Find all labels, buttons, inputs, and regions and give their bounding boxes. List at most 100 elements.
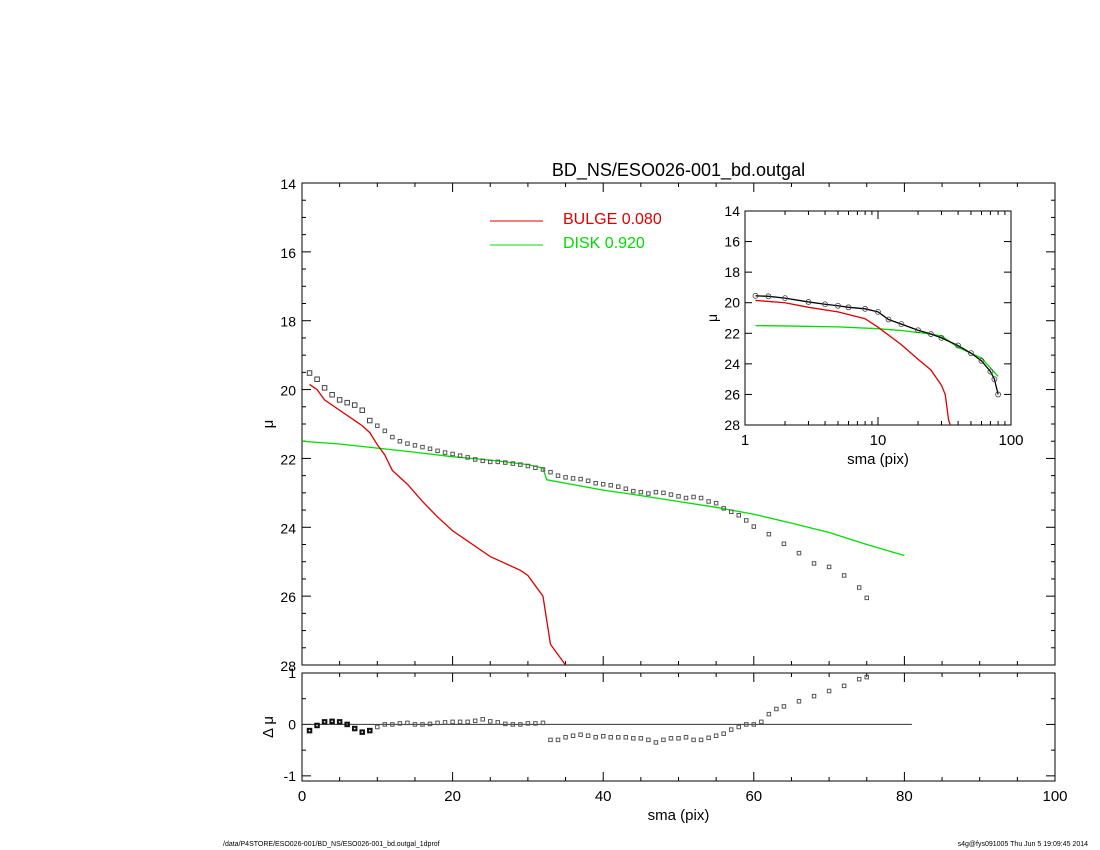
data-point [314, 376, 320, 382]
residual-point [457, 719, 463, 725]
main-ytick-label: 18 [280, 314, 296, 330]
residual-point [533, 721, 538, 726]
data-point [570, 476, 576, 481]
data-point [351, 402, 358, 408]
data-point [864, 595, 869, 601]
data-point [480, 458, 485, 464]
resid-ytick-label: -1 [284, 768, 297, 784]
main-ylabel: μ [260, 420, 277, 429]
footer-left-path: /data/P4STORE/ESO026-001/BD_NS/ESO026-00… [223, 841, 440, 848]
xtick-label: 60 [745, 788, 762, 805]
residual-point [661, 737, 666, 743]
xtick-label: 80 [896, 788, 913, 805]
data-point [472, 457, 478, 462]
data-point [442, 450, 448, 455]
residual-point [510, 722, 516, 727]
xtick-label: 100 [1042, 788, 1067, 805]
resid-ylabel: Δ μ [260, 716, 277, 738]
residual-point [796, 699, 802, 704]
residual-point [774, 706, 779, 712]
residual-point [781, 704, 787, 709]
residual-point [367, 727, 373, 734]
data-point [503, 460, 508, 465]
data-point [548, 469, 553, 475]
residual-point [616, 735, 621, 740]
legend-bulge-label: BULGE 0.080 [563, 211, 662, 228]
data-point [336, 397, 343, 403]
residual-point [344, 721, 350, 728]
data-point [427, 446, 433, 452]
residual-point [427, 721, 433, 727]
inset-data-point [898, 321, 905, 328]
residual-point [623, 735, 629, 740]
residual-point [382, 722, 388, 727]
inset-data-point [875, 308, 881, 315]
xtick-label: 40 [595, 788, 612, 805]
residual-point [856, 676, 862, 682]
data-point [841, 573, 847, 578]
residual-point [570, 733, 576, 738]
residual-point [683, 735, 689, 740]
residual-point [646, 737, 651, 743]
resid-ytick-label: 0 [288, 716, 296, 732]
inset-data-point [805, 299, 812, 305]
inset-data-point [885, 316, 892, 323]
data-point [856, 585, 862, 590]
inset-data-point [978, 357, 985, 364]
residual-point [841, 683, 847, 689]
data-point [751, 524, 757, 529]
data-point [405, 441, 410, 446]
data-point [653, 489, 659, 495]
inset-data-point [991, 376, 998, 383]
data-point [367, 417, 373, 424]
inset-data-point [765, 293, 772, 300]
residual-point [314, 722, 320, 729]
main-ytick-label: 14 [280, 176, 296, 192]
residual-point [811, 693, 817, 699]
data-point [736, 512, 741, 518]
inset-xtick-label: 10 [870, 432, 887, 449]
data-point [359, 407, 365, 413]
residual-point [495, 720, 501, 725]
residual-point [638, 736, 644, 741]
data-point [781, 541, 787, 547]
data-point [533, 465, 538, 470]
residual-point [563, 735, 568, 740]
data-point [811, 561, 817, 566]
inset-ytick-label: 24 [724, 356, 740, 372]
main-ytick-label: 26 [280, 589, 296, 605]
residual-point [321, 719, 328, 725]
inset-ytick-label: 26 [724, 386, 740, 402]
data-point [390, 434, 395, 440]
residual-point [578, 732, 583, 737]
residual-point [706, 735, 711, 741]
residual-point [608, 735, 613, 740]
data-point [728, 509, 734, 515]
data-point [721, 506, 726, 511]
data-point [698, 495, 704, 501]
residual-point [450, 719, 455, 725]
inset-data-point [938, 334, 945, 341]
inset-data-point [968, 350, 974, 357]
resid-ytick-label: 1 [288, 665, 296, 681]
residual-point [593, 735, 598, 740]
inset-bg [745, 211, 1011, 425]
legend-disk-label: DISK 0.920 [563, 235, 645, 252]
residual-point [864, 674, 869, 680]
data-point [706, 499, 711, 504]
data-point [397, 438, 403, 444]
residual-point [412, 722, 418, 727]
main-plot-area [302, 370, 905, 665]
inset-ytick-label: 28 [724, 417, 740, 433]
xlabel: sma (pix) [648, 807, 710, 824]
inset-ytick-label: 18 [724, 264, 740, 280]
data-point [668, 492, 674, 497]
main-ytick-label: 16 [280, 245, 296, 261]
data-point [631, 488, 636, 494]
residual-point [759, 719, 764, 725]
residual-point [359, 729, 365, 735]
residual-point [525, 721, 531, 726]
residual-point [472, 718, 478, 724]
residual-point [375, 724, 380, 730]
data-point [495, 459, 501, 465]
